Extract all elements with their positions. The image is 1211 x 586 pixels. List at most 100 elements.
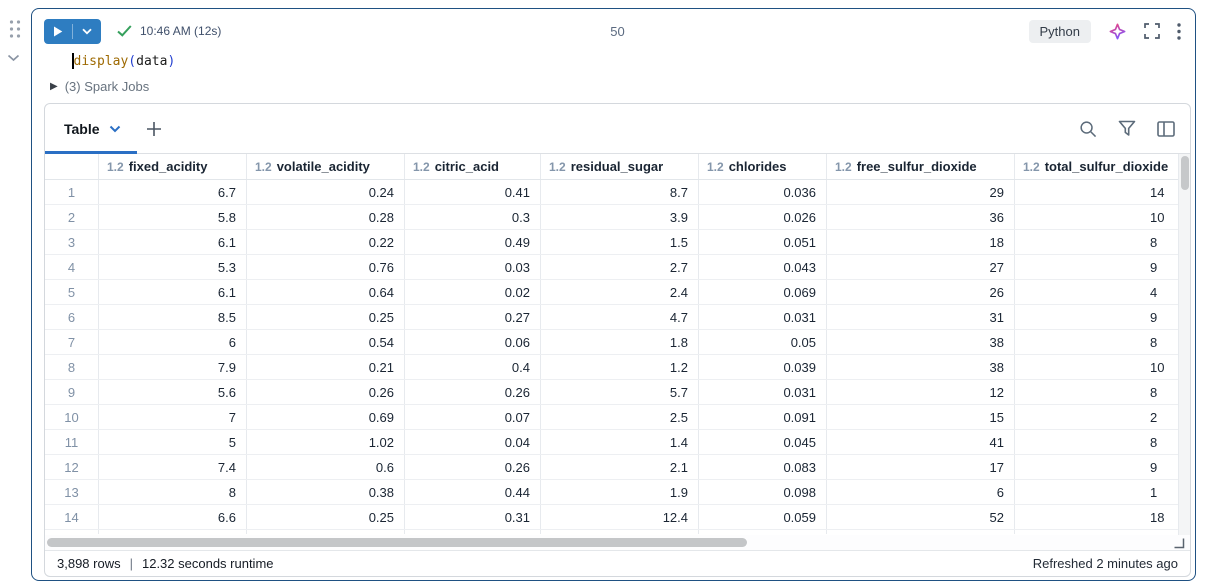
assistant-sparkle-icon[interactable] [1108,22,1127,41]
table-row: 4 5.3 0.76 0.03 2.7 0.043 27 9 [45,255,1190,280]
cell-value: 6.6 [99,505,247,529]
spark-jobs-label: (3) Spark Jobs [64,79,150,94]
text-cursor [72,53,74,69]
row-number-header [45,154,99,179]
cell-value: 0.02 [405,280,541,304]
run-button[interactable] [44,18,101,44]
filter-icon[interactable] [1118,120,1136,137]
code-editor[interactable]: display(data) [72,51,1191,71]
row-number: 5 [45,280,99,304]
column-name: fixed_acidity [128,159,208,174]
cell-value: 0.069 [699,280,827,304]
cell-value: 26 [827,280,1015,304]
cell-value: 18 [1015,505,1190,529]
cell-value: 7.9 [99,355,247,379]
cell-value: 0.05 [699,330,827,354]
table-row: 6 8.5 0.25 0.27 4.7 0.031 31 9 [45,305,1190,330]
cell-value: 5.7 [541,380,699,404]
results-tabbar: Table [45,104,1190,154]
results-panel: Table [44,103,1191,577]
cell-value: 1.4 [541,430,699,454]
cell-value: 0.039 [699,355,827,379]
tab-options-chevron-icon[interactable] [109,125,121,133]
table-row: 3 6.1 0.22 0.49 1.5 0.051 18 8 [45,230,1190,255]
collapse-cell-chevron-icon[interactable] [7,49,20,67]
cell-value: 0.41 [405,180,541,204]
cell-value: 6.7 [99,180,247,204]
column-header-free_sulfur_dioxide[interactable]: 1.2 free_sulfur_dioxide [827,154,1015,179]
row-number: 9 [45,380,99,404]
columns-panel-icon[interactable] [1157,120,1175,137]
column-header-chlorides[interactable]: 1.2 chlorides [699,154,827,179]
vertical-scrollbar-thumb[interactable] [1181,156,1189,190]
numeric-type-icon: 1.2 [835,159,852,174]
cell-value: 38 [827,355,1015,379]
active-tab-underline [45,151,137,154]
cell-value: 1.8 [541,330,699,354]
cell-value: 0.045 [699,430,827,454]
cell-value: 2 [1015,405,1190,429]
cell-value: 0.051 [699,230,827,254]
cell-value: 0.091 [699,405,827,429]
cell-value: 8 [1015,380,1190,404]
row-number: 14 [45,505,99,529]
horizontal-scrollbar-thumb[interactable] [47,538,747,547]
cell-value: 0.49 [405,230,541,254]
cell-value: 0.54 [247,330,405,354]
last-run-timestamp: 10:46 AM (12s) [140,24,222,38]
runtime: 12.32 seconds runtime [141,556,274,571]
row-number: 6 [45,305,99,329]
cell-value: 0.27 [405,305,541,329]
cell-menu-kebab-icon[interactable] [1177,22,1181,40]
tab-table[interactable]: Table [45,104,137,154]
drag-handle-icon[interactable] [8,19,22,44]
cell-value: 52 [827,505,1015,529]
cell-value: 0.38 [247,480,405,504]
cell-value: 2.1 [541,455,699,479]
cell-value: 10 [1015,205,1190,229]
cell-value: 5 [99,430,247,454]
horizontal-scrollbar[interactable] [45,535,1190,551]
expand-fullscreen-icon[interactable] [1144,23,1160,39]
language-selector[interactable]: Python [1028,19,1091,43]
column-header-fixed_acidity[interactable]: 1.2 fixed_acidity [99,154,247,179]
cell-value: 0.3 [405,205,541,229]
column-header-total_sulfur_dioxide[interactable]: 1.2 total_sulfur_dioxide [1015,154,1190,179]
row-number: 10 [45,405,99,429]
cell-value: 41 [827,430,1015,454]
cell-value: 0.031 [699,380,827,404]
results-status-bar: 3,898 rows | 12.32 seconds runtime Refre… [45,551,1190,576]
run-options-chevron-icon[interactable] [73,19,101,44]
cell-value: 1 [1015,480,1190,504]
cell-value: 6.1 [99,280,247,304]
cell-value: 0.06 [405,330,541,354]
column-name: free_sulfur_dioxide [856,159,977,174]
column-header-volatile_acidity[interactable]: 1.2 volatile_acidity [247,154,405,179]
column-name: citric_acid [434,159,500,174]
cell-value: 0.043 [699,255,827,279]
cell-value: 4 [1015,280,1190,304]
cell-value: 0.098 [699,480,827,504]
add-visualization-button[interactable] [146,121,162,137]
success-check-icon [117,25,132,37]
cell-value: 12 [827,380,1015,404]
vertical-scrollbar[interactable] [1178,154,1190,535]
cell-toolbar: 10:46 AM (12s) 50 Python [44,18,1191,44]
play-icon [44,19,72,44]
row-number: 13 [45,480,99,504]
refreshed-timestamp: Refreshed 2 minutes ago [1032,556,1178,571]
column-header-residual_sugar[interactable]: 1.2 residual_sugar [541,154,699,179]
cell-value [1015,530,1190,534]
resize-handle-icon[interactable] [1173,537,1185,549]
search-icon[interactable] [1079,120,1097,138]
code-function: display [73,53,129,69]
table-row: 9 5.6 0.26 0.26 5.7 0.031 12 8 [45,380,1190,405]
cell-value: 1.5 [541,230,699,254]
cell-value: 0.25 [247,505,405,529]
cell-value: 0.21 [247,355,405,379]
cell-value: 8.7 [541,180,699,204]
cell-value: 0.04 [405,430,541,454]
cell-value [247,530,405,534]
column-header-citric_acid[interactable]: 1.2 citric_acid [405,154,541,179]
spark-jobs-toggle[interactable]: ▶ (3) Spark Jobs [50,79,149,94]
